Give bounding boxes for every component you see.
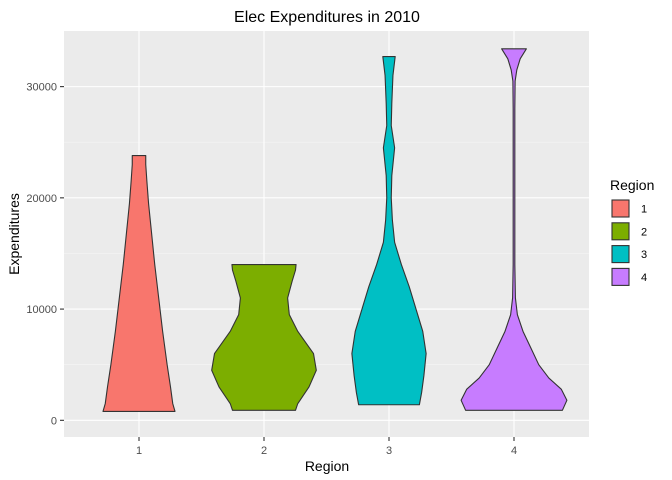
legend-label: 4	[641, 272, 647, 284]
legend: Region 1 2 3 4	[610, 177, 654, 286]
y-tick-label: 20000	[26, 193, 57, 205]
y-tick-label: 10000	[26, 304, 57, 316]
chart-title: Elec Expenditures in 2010	[234, 9, 420, 26]
y-axis: 0 10000 20000 30000	[26, 82, 64, 427]
legend-key-3	[611, 245, 630, 264]
violin-region-3	[351, 56, 427, 406]
legend-label: 3	[641, 249, 647, 261]
violins	[102, 48, 568, 412]
x-tick-label: 2	[261, 445, 267, 457]
y-tick-label: 0	[51, 415, 57, 427]
legend-label: 1	[641, 204, 647, 216]
legend-title: Region	[610, 177, 654, 193]
violin-region-1	[102, 155, 176, 412]
x-tick-label: 1	[136, 445, 142, 457]
legend-key-1	[611, 199, 630, 218]
y-tick-label: 30000	[26, 82, 57, 94]
x-tick-label: 4	[511, 445, 517, 457]
legend-key-4	[611, 267, 630, 286]
violin-region-2	[211, 264, 317, 411]
legend-key-2	[611, 222, 630, 241]
x-axis-title: Region	[305, 458, 349, 474]
x-tick-label: 3	[386, 445, 392, 457]
x-axis: 1 2 3 4	[136, 437, 517, 457]
legend-label: 2	[641, 226, 647, 238]
violin-region-4	[460, 48, 568, 411]
y-axis-title: Expenditures	[6, 193, 22, 275]
